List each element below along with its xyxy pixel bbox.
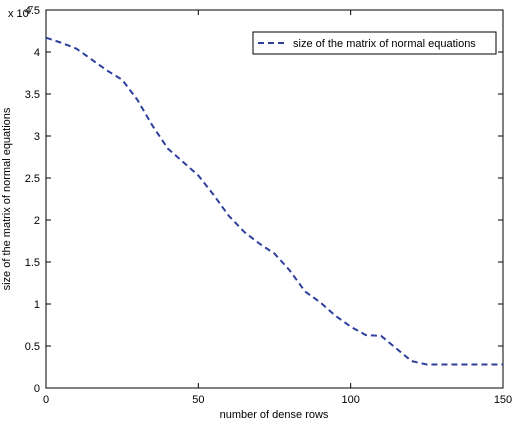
y-axis-label: size of the matrix of normal equations xyxy=(1,107,13,290)
y-exponent-power: 7 xyxy=(29,5,34,14)
y-tick-label: 0 xyxy=(34,383,40,395)
y-tick-label: 2.5 xyxy=(25,173,40,185)
x-tick-label: 50 xyxy=(192,394,204,406)
plot-frame xyxy=(45,9,504,389)
x-axis-ticks: 0 50 100 150 xyxy=(43,10,512,406)
series-line xyxy=(45,36,503,366)
x-axis-label: number of dense rows xyxy=(220,409,329,421)
y-tick-label: 4.5 xyxy=(25,5,40,17)
y-tick-label: 1 xyxy=(34,299,40,311)
legend-box xyxy=(252,31,497,55)
y-tick-label: 4 xyxy=(34,47,40,59)
legend-entry-label: size of the matrix of normal equations xyxy=(293,38,476,50)
y-tick-label: 3.5 xyxy=(25,89,40,101)
series-group xyxy=(45,36,503,366)
x-tick-label: 150 xyxy=(494,394,512,406)
x-tick-label: 100 xyxy=(341,394,359,406)
y-exponent-base: x 10 xyxy=(8,8,29,20)
y-axis-exponent-label: x 107 xyxy=(8,5,34,20)
legend: size of the matrix of normal equations xyxy=(252,31,497,55)
y-tick-label: 0.5 xyxy=(25,341,40,353)
y-axis-ticks: 0 0.5 1 1.5 2 2.5 3 3.5 4 4.5 xyxy=(25,5,503,395)
y-tick-label: 3 xyxy=(34,131,40,143)
x-tick-label: 0 xyxy=(43,394,49,406)
y-tick-label: 2 xyxy=(34,215,40,227)
y-tick-label: 1.5 xyxy=(25,257,40,269)
